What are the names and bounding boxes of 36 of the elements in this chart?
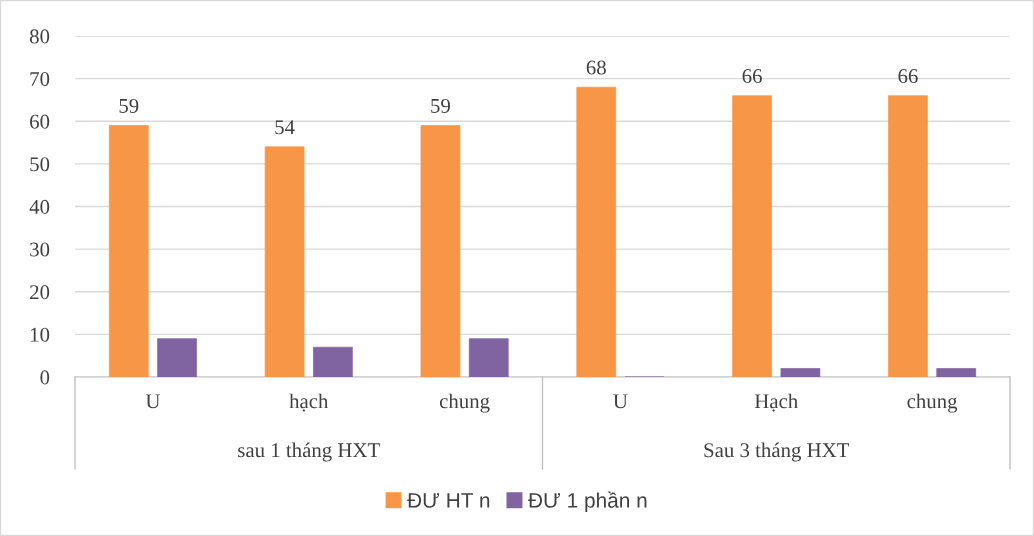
bar xyxy=(157,338,197,377)
y-tick-label: 80 xyxy=(29,29,50,44)
legend-label: ĐƯ HT n xyxy=(407,493,490,508)
data-label: 54 xyxy=(275,120,295,135)
text: sau 1 tháng HXT xyxy=(238,442,380,462)
y-tick-label: 10 xyxy=(31,327,50,342)
x-tick-label: chung xyxy=(907,393,958,413)
legend-label: ĐƯ 1 phần n xyxy=(528,491,647,512)
y-tick-label: 30 xyxy=(30,242,50,257)
bar xyxy=(108,125,149,377)
x-tick-label: hạch xyxy=(289,393,329,412)
bar xyxy=(313,346,353,377)
bar xyxy=(576,86,617,377)
bar xyxy=(888,95,928,377)
data-label: 68 xyxy=(586,60,606,75)
bar xyxy=(780,368,821,377)
data-label: 66 xyxy=(742,69,762,84)
x-tick-label: chung xyxy=(439,393,490,413)
bar xyxy=(732,95,772,377)
y-tick-label: 70 xyxy=(30,72,50,87)
y-tick-label: 60 xyxy=(30,114,50,129)
y-tick-label: 20 xyxy=(30,285,50,300)
y-tick-label: 40 xyxy=(29,199,50,214)
data-label: 59 xyxy=(431,98,450,113)
y-tick-label: 0 xyxy=(40,370,50,385)
x-tick-label: U xyxy=(145,394,160,409)
x-tick-label: Hạch xyxy=(754,393,798,412)
bar xyxy=(420,125,461,377)
text: Sau 3 tháng HXT xyxy=(704,442,850,462)
bar xyxy=(264,146,305,377)
bar xyxy=(468,338,509,377)
bar xyxy=(936,368,977,377)
data-label: 66 xyxy=(898,69,918,84)
data-label: 59 xyxy=(119,98,139,113)
x-tick-label: U xyxy=(613,394,628,409)
y-tick-label: 50 xyxy=(30,157,50,172)
